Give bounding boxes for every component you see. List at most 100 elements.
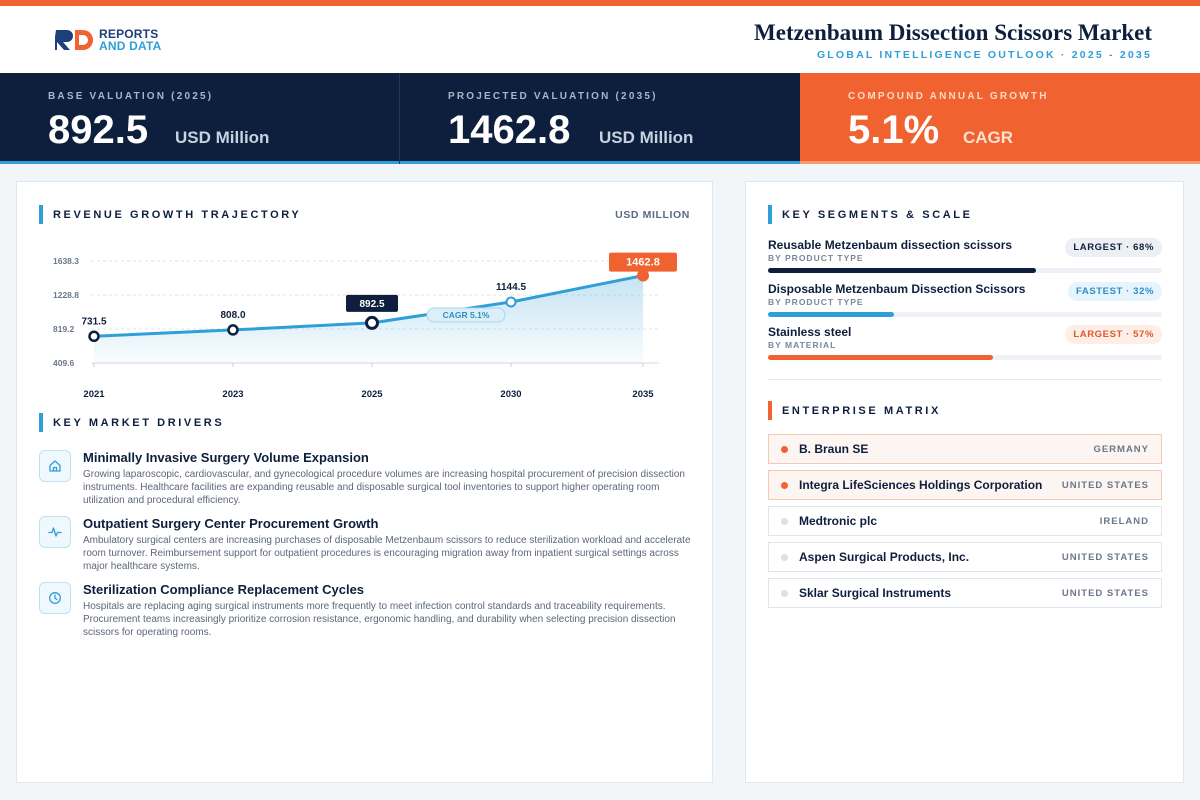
- top-accent-stripe: [0, 0, 1200, 6]
- clock-icon: [39, 582, 71, 614]
- kpi-underline: [0, 161, 399, 164]
- revenue-heading-text: REVENUE GROWTH TRAJECTORY: [53, 208, 302, 221]
- kpi-projected-valuation: PROJECTED VALUATION (2035) 1462.8 USD Mi…: [400, 73, 800, 164]
- data-label: 1144.5: [496, 282, 526, 293]
- company-name: Integra LifeSciences Holdings Corporatio…: [799, 478, 1043, 492]
- segment-item: Disposable Metzenbaum Dissection Scissor…: [768, 282, 1162, 317]
- heading-accent-bar: [768, 401, 772, 420]
- data-point: [227, 324, 239, 336]
- company-row[interactable]: Medtronic plc IRELAND: [768, 506, 1162, 536]
- kpi-label: BASE VALUATION (2025): [48, 91, 214, 102]
- drivers-list: Minimally Invasive Surgery Volume Expans…: [39, 450, 691, 648]
- header: REPORTS AND DATA Metzenbaum Dissection S…: [0, 6, 1200, 73]
- driver-title: Minimally Invasive Surgery Volume Expans…: [83, 450, 369, 465]
- drivers-section-heading: KEY MARKET DRIVERS: [39, 413, 224, 432]
- brand-word-1: REPORTS: [99, 27, 159, 41]
- driver-description: Growing laparoscopic, cardiovascular, an…: [83, 469, 685, 506]
- company-name: Sklar Surgical Instruments: [799, 586, 952, 600]
- segment-share-track: [768, 355, 1162, 360]
- data-label: 808.0: [220, 310, 245, 321]
- chart-unit-label: USD MILLION: [615, 209, 690, 221]
- heading-accent-bar: [768, 205, 772, 224]
- area-fill: [94, 275, 643, 363]
- segment-badge: LARGEST · 57%: [1065, 325, 1162, 344]
- kpi-label: PROJECTED VALUATION (2035): [448, 91, 658, 102]
- kpi-unit: CAGR: [963, 128, 1014, 147]
- company-country: UNITED STATES: [1061, 552, 1149, 563]
- x-tick-label: 2021: [83, 389, 105, 400]
- kpi-underline: [400, 161, 800, 164]
- kpi-value: 1462.8: [448, 108, 571, 152]
- left-panel: REVENUE GROWTH TRAJECTORY USD MILLION 16…: [16, 181, 713, 783]
- segment-badge: FASTEST · 32%: [1067, 282, 1162, 301]
- cagr-pill-label: CAGR 5.1%: [443, 310, 490, 320]
- segment-share-track: [768, 268, 1162, 273]
- company-name: Medtronic plc: [799, 514, 878, 528]
- segments-heading-text: KEY SEGMENTS & SCALE: [782, 208, 973, 221]
- heading-accent-bar: [39, 205, 43, 224]
- segment-share-fill: [768, 312, 895, 317]
- driver-item: Outpatient Surgery Center Procurement Gr…: [39, 516, 691, 582]
- page-title: Metzenbaum Dissection Scissors Market: [754, 20, 1152, 45]
- company-country: IRELAND: [1099, 516, 1149, 527]
- driver-description: Hospitals are replacing aging surgical i…: [83, 601, 676, 638]
- cagr-pill: [426, 307, 506, 323]
- company-row[interactable]: Aspen Surgical Products, Inc. UNITED STA…: [768, 542, 1162, 572]
- enterprise-section-heading: ENTERPRISE MATRIX: [768, 401, 941, 420]
- segment-name: Stainless steel: [768, 325, 852, 339]
- data-label: 731.5: [81, 316, 106, 327]
- section-divider: [768, 379, 1162, 380]
- x-tick-label: 2023: [222, 389, 243, 400]
- company-row[interactable]: Integra LifeSciences Holdings Corporatio…: [768, 470, 1162, 500]
- brand-logo[interactable]: REPORTS AND DATA: [55, 28, 161, 52]
- data-point: [88, 330, 100, 343]
- segment-category: BY PRODUCT TYPE: [768, 297, 864, 307]
- company-row[interactable]: B. Braun SE GERMANY: [768, 434, 1162, 464]
- driver-title: Outpatient Surgery Center Procurement Gr…: [83, 516, 379, 531]
- segment-category: BY PRODUCT TYPE: [768, 253, 864, 263]
- right-panel: KEY SEGMENTS & SCALE Reusable Metzenbaum…: [745, 181, 1184, 783]
- kpi-value: 892.5: [48, 108, 149, 152]
- kpi-underline: [800, 161, 1200, 164]
- company-dot-icon: [781, 590, 788, 597]
- segment-share-track: [768, 312, 1162, 317]
- company-dot-icon: [781, 554, 788, 561]
- hospital-icon: [39, 450, 71, 482]
- revenue-section-heading: REVENUE GROWTH TRAJECTORY: [39, 205, 301, 224]
- kpi-cagr: COMPOUND ANNUAL GROWTH 5.1% CAGR: [800, 73, 1200, 164]
- kpi-value: 5.1%: [848, 108, 940, 152]
- highlight-label-box: [609, 252, 677, 272]
- highlight-label-box: [346, 294, 398, 312]
- segment-share-fill: [768, 355, 993, 360]
- company-name: Aspen Surgical Products, Inc.: [799, 550, 970, 564]
- drivers-heading-text: KEY MARKET DRIVERS: [53, 416, 225, 429]
- revenue-chart: 1638.3 1228.8 819.2 409.6 2021 2023 2025 2030 20…: [53, 252, 677, 400]
- company-country: UNITED STATES: [1061, 480, 1149, 491]
- driver-description: Ambulatory surgical centers are increasi…: [83, 535, 691, 572]
- kpi-unit: USD Million: [175, 128, 270, 147]
- heading-accent-bar: [39, 413, 43, 432]
- driver-item: Sterilization Compliance Replacement Cyc…: [39, 582, 689, 648]
- company-country: UNITED STATES: [1061, 588, 1149, 599]
- company-row[interactable]: Sklar Surgical Instruments UNITED STATES: [768, 578, 1162, 608]
- brand-word-2: AND DATA: [99, 39, 162, 53]
- data-label: 892.5: [359, 299, 384, 310]
- company-dot-icon: [781, 482, 788, 489]
- segment-share-fill: [768, 268, 1036, 273]
- rd-logo-icon: [55, 30, 93, 50]
- company-country: GERMANY: [1093, 444, 1149, 455]
- data-label: 1462.8: [626, 257, 660, 269]
- kpi-label: COMPOUND ANNUAL GROWTH: [848, 91, 1049, 102]
- company-name: B. Braun SE: [799, 442, 869, 456]
- brand-wordmark: REPORTS AND DATA: [99, 28, 161, 52]
- y-tick-label: 1228.8: [53, 290, 79, 300]
- y-tick-label: 819.2: [53, 324, 75, 334]
- pulse-icon: [39, 516, 71, 548]
- kpi-unit: USD Million: [599, 128, 694, 147]
- data-point: [505, 296, 517, 308]
- enterprise-heading-text: ENTERPRISE MATRIX: [782, 404, 941, 417]
- kpi-base-valuation: BASE VALUATION (2025) 892.5 USD Million: [0, 73, 400, 164]
- segment-item: Reusable Metzenbaum dissection scissors …: [768, 238, 1162, 273]
- y-tick-label: 409.6: [53, 358, 75, 368]
- data-point: [637, 269, 649, 282]
